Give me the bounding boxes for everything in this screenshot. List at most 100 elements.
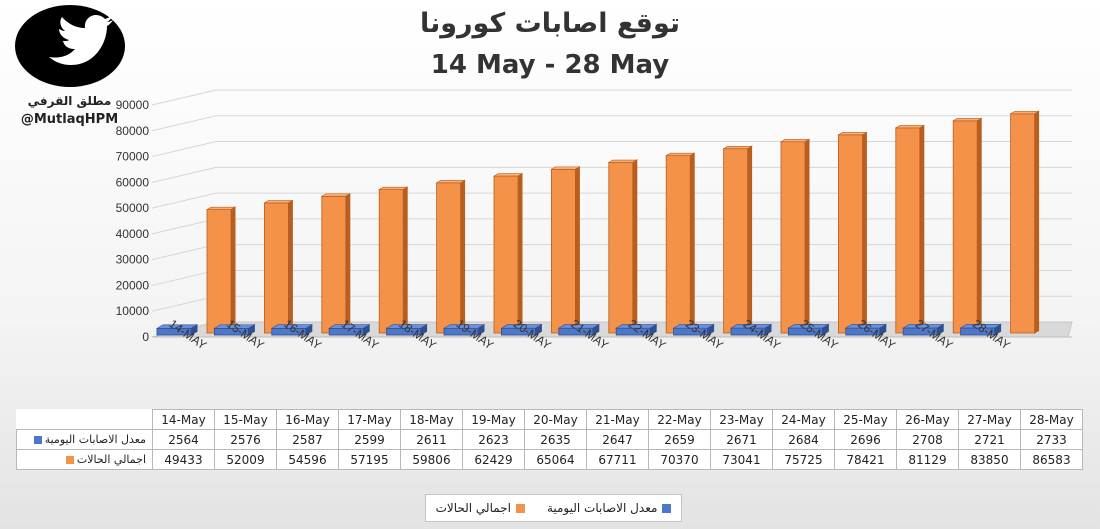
bar-top bbox=[205, 206, 237, 210]
bar-total-cases bbox=[550, 165, 581, 334]
bar-daily-rate bbox=[213, 323, 256, 336]
bar-top bbox=[607, 159, 638, 163]
bar-front bbox=[895, 127, 921, 334]
bar-daily-rate bbox=[787, 323, 830, 336]
bar-daily-rate bbox=[902, 323, 945, 336]
y-tick-label: 30000 bbox=[116, 253, 150, 267]
table-header-cell: 15-May bbox=[214, 409, 277, 430]
bars bbox=[155, 110, 1040, 336]
table-cell: 2611 bbox=[400, 429, 463, 450]
table-row-label: اجمالي الحالات bbox=[16, 449, 153, 470]
y-axis: 0 10000 20000 30000 40000 50000 60000 70000 8000… bbox=[116, 98, 150, 344]
bar-total-cases bbox=[722, 145, 753, 334]
table-cell: 2564 bbox=[152, 429, 215, 450]
bar-top bbox=[672, 324, 715, 329]
table-cell: 2647 bbox=[586, 429, 649, 450]
table-cell: 73041 bbox=[710, 449, 773, 470]
bar-side bbox=[747, 145, 753, 334]
bar-chart: 0 10000 20000 30000 40000 50000 60000 70000 8000… bbox=[116, 89, 1073, 352]
table-cell: 2599 bbox=[338, 429, 401, 450]
bar-top bbox=[378, 186, 409, 190]
bar-top bbox=[442, 324, 486, 329]
table-cell: 2733 bbox=[1020, 429, 1083, 450]
bar-front bbox=[206, 209, 232, 334]
series-swatch bbox=[65, 456, 74, 464]
y-tick-label: 60000 bbox=[116, 175, 150, 189]
bar-top bbox=[1009, 111, 1040, 115]
y-tick-label: 80000 bbox=[116, 124, 150, 138]
bar-side bbox=[689, 152, 695, 334]
bar-side bbox=[230, 206, 236, 334]
bar-front bbox=[263, 202, 289, 334]
bar-front bbox=[952, 120, 978, 334]
bar-top bbox=[729, 324, 773, 329]
y-tick-label: 10000 bbox=[116, 304, 150, 318]
bar-total-cases bbox=[263, 199, 294, 334]
legend-swatch bbox=[515, 503, 525, 513]
bar-top bbox=[722, 146, 753, 150]
table-cell: 2587 bbox=[276, 429, 339, 450]
series-name: معدل الاصابات اليومية bbox=[44, 433, 146, 446]
y-tick-label: 90000 bbox=[116, 98, 150, 112]
bar-front bbox=[838, 134, 863, 334]
bar-top bbox=[328, 324, 371, 329]
table-cell: 83850 bbox=[958, 449, 1021, 470]
bar-total-cases bbox=[837, 131, 868, 334]
table-corner-cell bbox=[17, 410, 153, 430]
table-header-row: 14-May 15-May 16-May 17-May 18-May 19-May 20-M… bbox=[17, 409, 1083, 430]
table-cell: 65064 bbox=[524, 449, 587, 470]
table-header-cell: 20-May bbox=[524, 409, 587, 430]
table-cell: 78421 bbox=[834, 449, 897, 470]
bar-top bbox=[550, 166, 581, 170]
legend-label: معدل الاصابات اليومية bbox=[546, 501, 658, 515]
table-row: اجمالي الحالات 49433 52009 54596 57195 59806 6… bbox=[16, 449, 1083, 470]
bar-side bbox=[517, 172, 523, 334]
table-header-cell: 28-May bbox=[1020, 409, 1083, 430]
bar-top bbox=[787, 324, 830, 329]
table-cell: 2696 bbox=[834, 429, 897, 450]
y-tick-label: 70000 bbox=[116, 150, 150, 164]
bar-total-cases bbox=[320, 192, 351, 334]
bar-front bbox=[321, 195, 347, 334]
bar-front bbox=[723, 148, 748, 334]
bar-daily-rate bbox=[270, 323, 313, 336]
table-cell: 2623 bbox=[462, 429, 525, 450]
author-name: مطلق القرفي bbox=[27, 94, 112, 108]
bar-total-cases bbox=[378, 186, 409, 334]
table-cell: 59806 bbox=[400, 449, 463, 470]
bar-top bbox=[492, 173, 524, 177]
table-header-cell: 24-May bbox=[772, 409, 835, 430]
table-cell: 52009 bbox=[214, 449, 277, 470]
bar-top bbox=[263, 200, 294, 204]
chart-title: توقع اصابات كورونا bbox=[419, 8, 681, 39]
table-header-cell: 22-May bbox=[648, 409, 711, 430]
table-cell: 2576 bbox=[214, 429, 277, 450]
bar-daily-rate bbox=[615, 323, 658, 336]
bar-top bbox=[155, 324, 199, 329]
bar-side bbox=[345, 192, 351, 334]
table-cell: 81129 bbox=[896, 449, 959, 470]
y-tick-label: 40000 bbox=[116, 227, 150, 241]
bar-top bbox=[557, 324, 600, 329]
bar-daily-rate bbox=[442, 323, 486, 336]
bar-front bbox=[551, 168, 576, 334]
bar-side bbox=[632, 159, 638, 334]
bar-top bbox=[500, 324, 543, 329]
table-cell: 62429 bbox=[462, 449, 525, 470]
y-tick-label: 20000 bbox=[116, 278, 150, 292]
gridline bbox=[151, 115, 1072, 132]
table-cell: 86583 bbox=[1020, 449, 1083, 470]
bar-side bbox=[460, 179, 466, 334]
bar-top bbox=[665, 152, 696, 156]
bar-front bbox=[493, 175, 519, 334]
gridline bbox=[151, 89, 1072, 106]
bar-side bbox=[402, 186, 408, 334]
table-cell: 2721 bbox=[958, 429, 1021, 450]
table-cell: 2671 bbox=[710, 429, 773, 450]
table-row-label: معدل الاصابات اليومية bbox=[16, 429, 153, 450]
legend-item: معدل الاصابات اليومية bbox=[546, 501, 672, 515]
table-header-cell: 16-May bbox=[276, 409, 339, 430]
table-cell: 57195 bbox=[338, 449, 401, 470]
bar-top bbox=[615, 324, 658, 329]
legend-item: اجمالي الحالات bbox=[436, 501, 525, 515]
